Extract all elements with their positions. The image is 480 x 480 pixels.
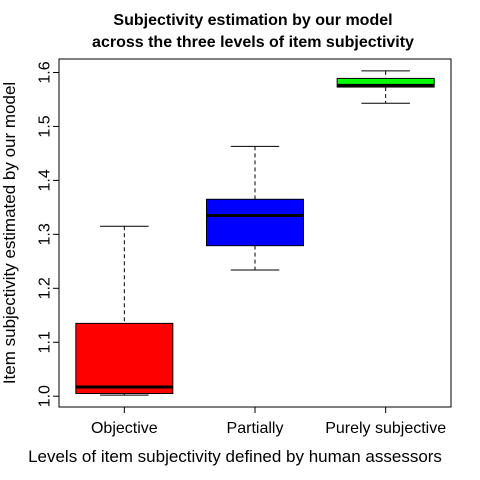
- y-tick-label-5: 1.5: [37, 115, 54, 137]
- x-axis: Objective Partially Purely subjective: [91, 407, 446, 437]
- y-axis: 1.0 1.1 1.2 1.3 1.4 1.5 1.6: [37, 61, 59, 407]
- x-tick-label-0: Objective: [91, 420, 158, 437]
- box-2: [206, 145, 304, 271]
- y-tick-label-0: 1.0: [37, 385, 54, 407]
- x-axis-label: Levels of item subjectivity defined by h…: [28, 447, 442, 466]
- y-axis-label: Item subjectivity estimated by our model: [0, 82, 19, 384]
- x-tick-label-2: Purely subjective: [325, 420, 446, 437]
- chart-title-line-1: Subjectivity estimation by our model: [113, 12, 392, 29]
- box-2-iqr: [206, 198, 304, 247]
- y-tick-label-2: 1.2: [37, 277, 54, 299]
- y-tick-label-3: 1.3: [37, 223, 54, 245]
- y-tick-label-4: 1.4: [37, 169, 54, 191]
- y-tick-label-1: 1.1: [37, 331, 54, 353]
- y-tick-label-6: 1.6: [37, 61, 54, 83]
- box-3: [336, 70, 435, 104]
- x-tick-label-1: Partially: [227, 420, 284, 437]
- box-1-iqr: [75, 322, 174, 395]
- box-1: [75, 225, 174, 396]
- box-3-iqr: [336, 77, 435, 88]
- chart-title-line-2: across the three levels of item subjecti…: [92, 34, 414, 51]
- boxes-group: [75, 70, 435, 396]
